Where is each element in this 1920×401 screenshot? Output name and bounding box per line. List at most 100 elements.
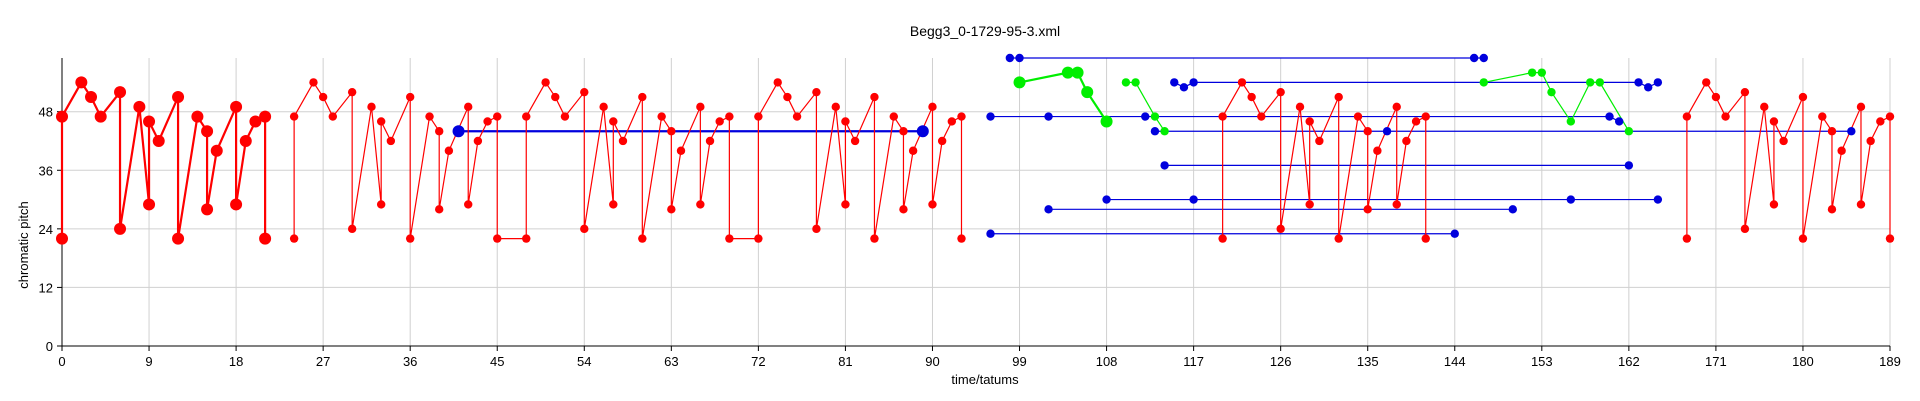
series-point-red [667, 205, 676, 214]
series-point-red [1334, 92, 1343, 102]
series-line-green [1483, 72, 1630, 132]
segment-point-blue [452, 125, 465, 138]
x-tick-label: 18 [229, 354, 243, 369]
series-point-red [1760, 102, 1769, 112]
series-point-red [1740, 87, 1750, 97]
series-point-red [1779, 136, 1788, 146]
y-tick-label: 48 [39, 105, 53, 120]
series-point-red [1218, 112, 1227, 121]
series-point-red [1363, 205, 1372, 214]
series-point-green [1595, 78, 1605, 87]
series-point-green [1585, 78, 1595, 87]
series-point-red [957, 234, 966, 243]
segment-point-blue [1508, 205, 1517, 214]
series-point-red [230, 198, 243, 211]
series-point-red [1276, 224, 1285, 234]
series-point-red [1411, 117, 1421, 126]
segment-point-blue [1044, 205, 1053, 214]
series-point-red [172, 232, 185, 245]
series-point-red [1827, 205, 1837, 214]
x-tick-label: 135 [1357, 354, 1379, 369]
segment-point-blue [1653, 78, 1663, 87]
series-point-red [259, 232, 272, 245]
series-point-red [309, 78, 318, 87]
series-point-red [1276, 87, 1285, 97]
tick-labels: 0 9 18 27 36 45 54 63 72 81 90 99 108 117 126 135 144 153… [39, 105, 1901, 369]
series-point-red [1295, 102, 1305, 112]
series-point-red [1237, 78, 1247, 87]
series-point-red [889, 112, 898, 121]
series-point-red [1769, 200, 1779, 209]
segment-point-blue [1189, 195, 1198, 204]
segment-point-blue [1644, 83, 1653, 92]
series-point-green [1566, 117, 1576, 126]
series-point-red [1421, 112, 1430, 121]
series-point-red [522, 112, 531, 121]
segment-point-blue [1044, 112, 1053, 121]
series-point-red [676, 146, 686, 155]
series-point-red [94, 110, 107, 123]
series-point-red [259, 110, 272, 123]
series-point-red [386, 136, 396, 146]
series-point-green [1061, 66, 1074, 79]
series-point-green [1624, 127, 1634, 136]
series-point-red [143, 198, 156, 211]
series-point-red [870, 92, 879, 102]
series-point-red [957, 112, 966, 121]
series-point-red [850, 136, 860, 146]
segment-point-blue [916, 125, 929, 138]
series-point-red [522, 234, 531, 243]
x-tick-label: 36 [403, 354, 417, 369]
series-point-red [114, 86, 127, 99]
series-point-red [1305, 117, 1314, 126]
series-point-red [1353, 112, 1363, 121]
grid [61, 58, 1891, 346]
x-tick-label: 126 [1270, 354, 1292, 369]
x-tick-label: 54 [577, 354, 591, 369]
series-point-red [172, 91, 185, 104]
series-point-red [1711, 92, 1721, 102]
x-axis-label: time/tatums [951, 372, 1019, 387]
x-tick-label: 45 [490, 354, 504, 369]
segment-point-blue [1634, 78, 1643, 87]
series-point-red [318, 92, 328, 102]
series-lines [60, 57, 1891, 240]
series-point-red [1876, 117, 1885, 126]
series-point-red [725, 112, 734, 121]
segment-point-blue [1102, 195, 1111, 204]
x-tick-label: 162 [1618, 354, 1640, 369]
segment-line-blue [990, 115, 1620, 122]
series-point-red [657, 112, 666, 121]
series-point-green [1013, 76, 1026, 89]
series-point-red [1798, 234, 1808, 243]
series-point-red [560, 112, 570, 121]
series-point-red [230, 100, 243, 113]
x-tick-label: 90 [925, 354, 939, 369]
series-point-red [473, 136, 483, 146]
series-point-red [792, 112, 802, 121]
series-point-red [1421, 234, 1430, 243]
series-point-red [667, 127, 676, 136]
series-point-red [143, 115, 156, 128]
series-point-red [405, 92, 415, 102]
y-tick-label: 24 [39, 222, 53, 237]
series-point-red [191, 110, 204, 123]
x-tick-label: 72 [751, 354, 765, 369]
series-point-red [773, 78, 782, 87]
series-point-red [435, 205, 444, 214]
x-tick-label: 180 [1792, 354, 1814, 369]
segment-point-blue [1005, 53, 1015, 63]
segment-point-blue [1605, 112, 1614, 121]
series-point-red [551, 92, 560, 102]
x-tick-label: 9 [145, 354, 152, 369]
series-point-red [425, 112, 434, 121]
segment-point-blue [1141, 112, 1150, 121]
series-point-green [1100, 115, 1113, 128]
segment-point-blue [1653, 195, 1663, 204]
series-point-red [56, 232, 68, 245]
series-point-green [1071, 66, 1084, 79]
series-point-red [1373, 146, 1382, 155]
series-point-green [1479, 78, 1488, 87]
series-point-red [1315, 136, 1324, 146]
